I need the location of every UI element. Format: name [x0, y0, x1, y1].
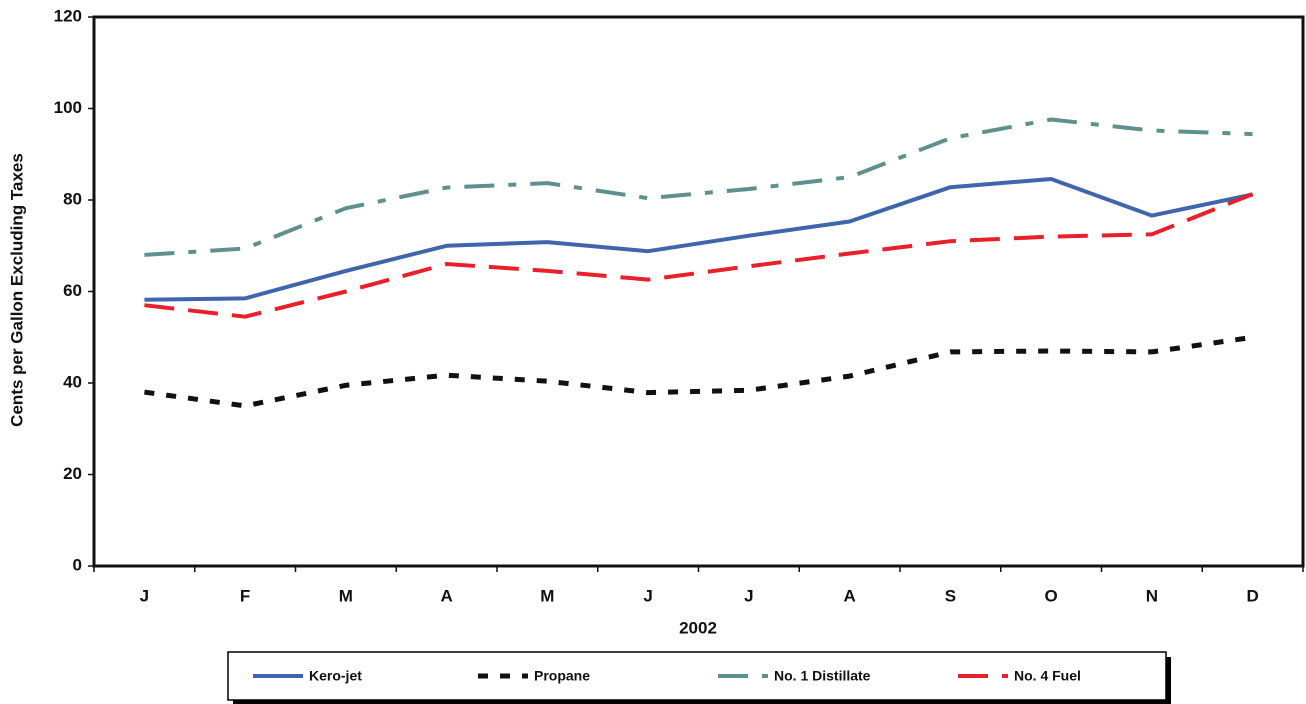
y-tick-label: 40 [63, 372, 82, 391]
x-tick-label: M [339, 586, 353, 605]
x-tick-label: J [140, 586, 149, 605]
x-tick-label: A [440, 586, 452, 605]
legend-label: No. 4 Fuel [1014, 668, 1081, 684]
legend-label: Propane [534, 668, 590, 684]
legend-label: Kero-jet [309, 668, 362, 684]
series-line [144, 192, 1254, 319]
y-tick-label: 60 [63, 281, 82, 300]
x-tick-label: F [240, 586, 250, 605]
x-axis-label: 2002 [679, 618, 717, 637]
y-tick-label: 80 [63, 189, 82, 208]
series-line [144, 334, 1253, 409]
x-tick-label: S [945, 586, 956, 605]
series-line [144, 177, 1254, 302]
x-tick-label: N [1146, 586, 1158, 605]
x-tick-label: M [540, 586, 554, 605]
x-tick-label: J [643, 586, 652, 605]
y-tick-label: 0 [73, 555, 82, 574]
y-tick-label: 120 [54, 6, 82, 25]
x-tick-label: O [1045, 586, 1058, 605]
x-tick-label: J [744, 586, 753, 605]
y-axis-label: Cents per Gallon Excluding Taxes [7, 153, 26, 427]
x-tick-label: A [843, 586, 855, 605]
legend [227, 651, 1167, 701]
y-tick-label: 20 [63, 464, 82, 483]
x-tick-label: D [1246, 586, 1258, 605]
legend-label: No. 1 Distillate [774, 668, 871, 684]
series-line [144, 117, 1253, 257]
y-tick-label: 100 [54, 98, 82, 117]
